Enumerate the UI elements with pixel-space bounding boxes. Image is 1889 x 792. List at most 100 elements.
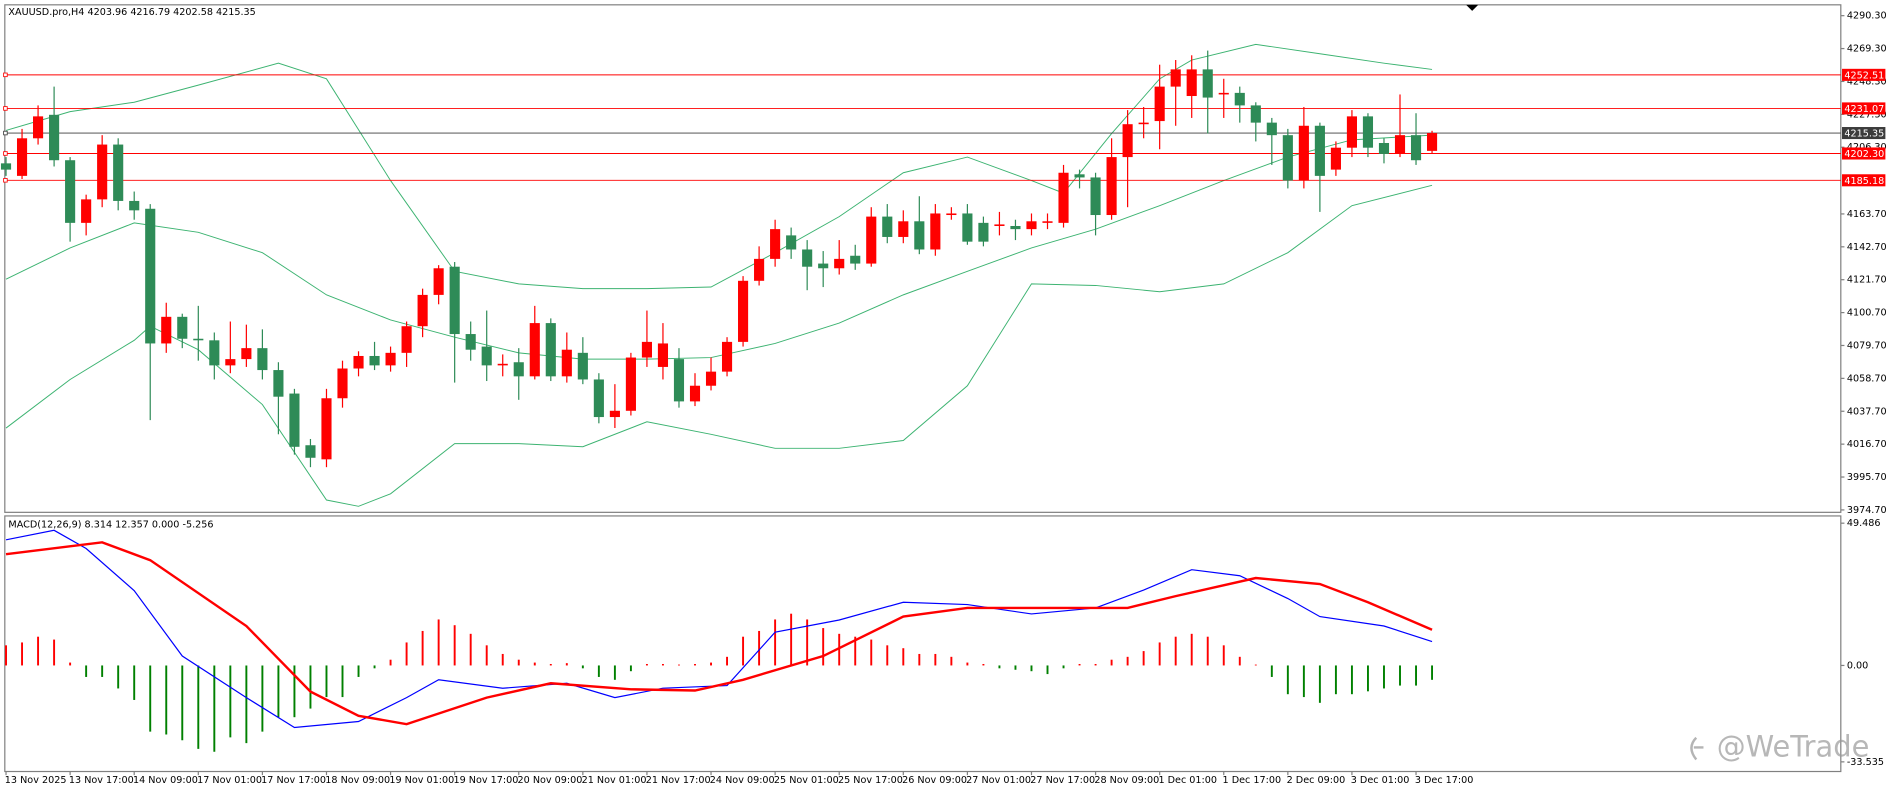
- y-tick-label: 4248.30: [1847, 76, 1887, 87]
- candle-body: [609, 410, 620, 418]
- candle-body: [1410, 135, 1422, 161]
- x-tick-label: 1 Dec 01:00: [1158, 775, 1217, 786]
- y-tick-label: 4121.70: [1847, 275, 1887, 286]
- candle-body: [1138, 122, 1149, 125]
- candle-body: [802, 249, 813, 267]
- candle-body: [1234, 92, 1245, 106]
- level-label-bg: [1842, 102, 1886, 115]
- x-tick-label: 3 Dec 17:00: [1415, 775, 1474, 786]
- x-tick-label: 21 Nov 17:00: [646, 775, 711, 786]
- candle-body: [129, 200, 140, 211]
- candle-body: [49, 114, 60, 161]
- candle-body: [1250, 105, 1261, 123]
- x-tick-label: 21 Nov 01:00: [582, 775, 647, 786]
- candle-body: [1170, 69, 1181, 87]
- candle-body: [545, 323, 556, 377]
- candle-body: [673, 359, 685, 402]
- level-label: 4215.35: [1844, 129, 1884, 140]
- candle-body: [305, 445, 316, 458]
- candle-body: [1186, 69, 1197, 97]
- candle-body: [1314, 125, 1325, 176]
- candle-body: [225, 359, 236, 366]
- candle-body: [1330, 147, 1341, 170]
- level-label-bg: [1842, 174, 1886, 187]
- logo: [1690, 736, 1704, 761]
- candle-body: [497, 363, 508, 366]
- candle-body: [1346, 116, 1357, 148]
- candle-body: [385, 352, 396, 366]
- y-tick-label: 4290.30: [1847, 11, 1887, 22]
- candle-body: [0, 163, 12, 170]
- level-label: 4231.07: [1844, 104, 1884, 115]
- candle-body: [513, 362, 524, 377]
- candle-body: [145, 208, 156, 344]
- candle-body: [401, 326, 412, 353]
- x-tick-label: 18 Nov 09:00: [325, 775, 390, 786]
- candle-body: [641, 341, 652, 358]
- candle-body: [1042, 221, 1053, 223]
- y-tick-label: 3974.70: [1847, 505, 1887, 516]
- macd-title: MACD(12,26,9) 8.314 12.357 0.000 -5.256: [8, 519, 213, 530]
- candle-body: [914, 221, 925, 250]
- candle-body: [369, 355, 380, 366]
- level-anchor: [3, 151, 8, 156]
- y-tick-label: 4079.70: [1847, 340, 1887, 351]
- candle-body: [161, 316, 172, 344]
- candle-body: [962, 213, 973, 242]
- x-tick-label: 28 Nov 09:00: [1094, 775, 1159, 786]
- candle-body: [465, 334, 476, 350]
- indicator-line: [5, 529, 1433, 729]
- plot: 4290.304269.304248.304227.304206.304163.…: [0, 11, 1887, 786]
- candle-body: [705, 371, 717, 386]
- candle-body: [433, 268, 444, 295]
- candle-body: [337, 368, 348, 399]
- x-tick-label: 3 Dec 01:00: [1351, 775, 1410, 786]
- candle-body: [689, 385, 701, 402]
- x-tick-label: 13 Nov 2025: [5, 775, 67, 786]
- watermark: @WeTrade: [1717, 730, 1870, 764]
- candle-body: [818, 263, 829, 269]
- level-anchor: [3, 178, 8, 183]
- x-tick-label: 20 Nov 09:00: [518, 775, 583, 786]
- y-tick-label: 0.00: [1847, 660, 1868, 671]
- candle-body: [978, 222, 989, 242]
- candle-body: [994, 224, 1005, 226]
- candle-body: [754, 258, 765, 281]
- x-tick-label: 19 Nov 01:00: [389, 775, 454, 786]
- candle-body: [1202, 69, 1213, 98]
- candle-body: [1282, 135, 1293, 181]
- candle-body: [866, 216, 877, 264]
- x-tick-label: 1 Dec 17:00: [1223, 775, 1282, 786]
- candle-body: [257, 348, 268, 371]
- level-label: 4252.51: [1844, 70, 1884, 81]
- candle-body: [193, 338, 204, 341]
- watermark-logo: [1690, 736, 1704, 761]
- y-tick-label: 4142.70: [1847, 242, 1887, 253]
- x-tick-label: 27 Nov 01:00: [966, 775, 1031, 786]
- candle-body: [1026, 221, 1037, 230]
- candle-body: [1090, 177, 1101, 216]
- y-tick-label: 4269.30: [1847, 44, 1887, 55]
- level-label: 4185.18: [1844, 176, 1884, 187]
- candle-body: [738, 280, 749, 342]
- x-tick-label: 24 Nov 09:00: [710, 775, 775, 786]
- candle-body: [1154, 86, 1165, 122]
- candle-body: [1378, 142, 1390, 154]
- x-tick-label: 19 Nov 17:00: [453, 775, 518, 786]
- x-tick-label: 13 Nov 17:00: [69, 775, 134, 786]
- x-tick-label: 27 Nov 17:00: [1030, 775, 1095, 786]
- candle-body: [850, 255, 861, 264]
- y-tick-label: 4163.70: [1847, 209, 1887, 220]
- y-tick-label: 3995.70: [1847, 472, 1887, 483]
- y-tick-label: 49.486: [1847, 518, 1881, 529]
- candle-body: [417, 294, 428, 327]
- candle-body: [1298, 125, 1309, 181]
- level-label-bg: [1842, 68, 1886, 81]
- candle-body: [177, 316, 188, 339]
- candle-body: [577, 352, 588, 380]
- candle-body: [625, 357, 636, 411]
- price-panel: [4, 4, 1842, 513]
- candle-body: [273, 370, 284, 397]
- candle-body: [81, 199, 92, 223]
- candle-body: [1074, 174, 1085, 178]
